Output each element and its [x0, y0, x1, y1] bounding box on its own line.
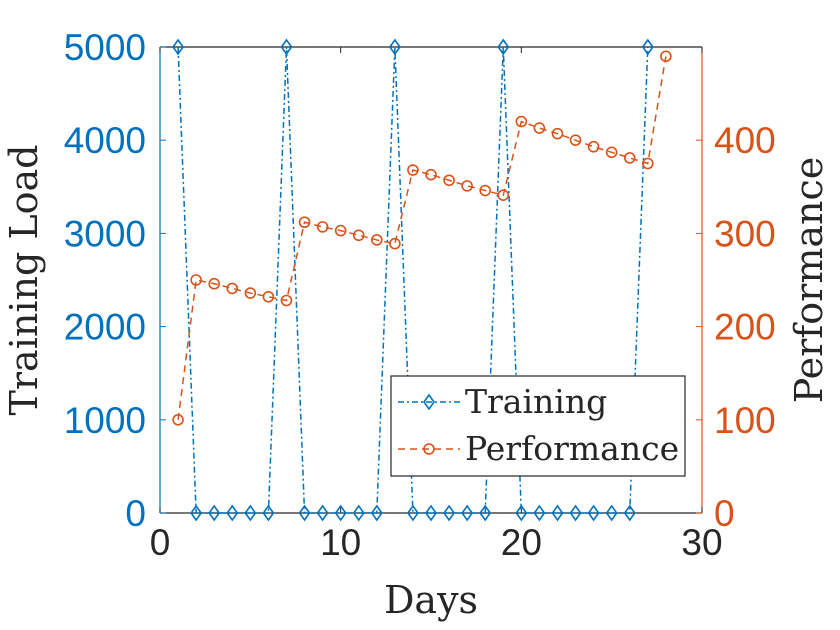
training-point	[587, 504, 600, 522]
x-tick-label: 30	[681, 522, 722, 563]
y-left-tick-label: 5000	[64, 27, 146, 68]
legend-box	[390, 375, 686, 477]
training-point	[515, 504, 528, 522]
performance-point	[389, 237, 401, 250]
training-point	[316, 504, 329, 522]
legend-performance-label: Performance	[465, 429, 679, 468]
tick-labels: 0 10 20 30010002000300040005000010020030040…	[64, 27, 776, 563]
y-left-tick-label: 4000	[64, 120, 146, 161]
training-point	[605, 504, 618, 522]
performance-point	[587, 140, 600, 153]
training-point	[370, 504, 383, 522]
training-point	[298, 504, 311, 522]
training-point	[551, 504, 564, 522]
y-left-tick-label: 3000	[64, 213, 146, 254]
performance-point	[172, 413, 184, 426]
performance-point	[298, 216, 311, 229]
y-right-tick-label: 400	[714, 120, 776, 161]
x-tick-label: 10	[320, 522, 361, 563]
training-point	[388, 38, 401, 56]
y-axis-left-label: Training Load	[2, 145, 46, 416]
training-point	[497, 38, 510, 56]
performance-point	[244, 287, 257, 299]
performance-point	[533, 122, 546, 134]
performance-point	[262, 290, 275, 303]
training-point	[641, 38, 654, 56]
training-point	[443, 504, 456, 522]
x-tick-label: 0	[150, 522, 171, 563]
x-axis-label: Days	[384, 578, 478, 622]
x-tick-label: 20	[501, 522, 542, 563]
performance-point	[660, 50, 672, 63]
training-point	[172, 38, 185, 56]
performance-point	[641, 157, 654, 170]
axis-ticks	[159, 46, 703, 514]
performance-point	[352, 229, 365, 242]
y-axis-right-label: Performance	[787, 157, 831, 404]
training-point	[208, 504, 221, 522]
performance-point	[208, 277, 220, 290]
legend-training-marker	[423, 393, 435, 411]
training-series-line	[177, 46, 649, 514]
performance-series-line	[177, 56, 667, 420]
performance-point	[425, 168, 437, 181]
performance-point	[605, 146, 618, 159]
performance-point	[443, 174, 455, 187]
training-point	[425, 504, 437, 522]
training-point	[262, 504, 275, 522]
y-right-tick-label: 100	[714, 400, 776, 441]
performance-point	[551, 127, 564, 140]
y-right-tick-label: 300	[714, 213, 776, 254]
performance-point	[316, 221, 329, 233]
legend-training-label: Training	[465, 382, 607, 421]
training-point	[461, 504, 474, 522]
training-point	[623, 504, 636, 522]
performance-point	[623, 152, 636, 164]
training-point	[190, 504, 203, 522]
training-point	[334, 504, 347, 522]
training-point	[406, 504, 419, 522]
training-point	[244, 504, 257, 522]
y-left-tick-label: 1000	[64, 400, 146, 441]
performance-point	[515, 115, 528, 128]
performance-point	[461, 180, 473, 192]
training-point	[352, 504, 365, 522]
training-point	[569, 504, 582, 522]
y-right-tick-label: 0	[714, 493, 735, 534]
performance-point	[497, 189, 510, 201]
performance-point	[226, 282, 239, 295]
performance-point	[407, 164, 419, 176]
series-layer	[172, 38, 672, 522]
training-point	[280, 38, 293, 56]
performance-point	[190, 274, 202, 286]
performance-point	[569, 134, 582, 146]
training-point	[533, 504, 546, 522]
performance-point	[334, 224, 347, 237]
y-right-tick-label: 200	[714, 307, 776, 348]
y-left-tick-label: 2000	[64, 307, 146, 348]
performance-point	[479, 184, 492, 197]
training-point	[226, 504, 239, 522]
performance-point	[280, 294, 293, 307]
training-point	[479, 504, 492, 522]
legend: Training Performance	[390, 375, 686, 477]
performance-point	[370, 234, 383, 246]
legend-performance-marker	[423, 443, 435, 455]
y-left-tick-label: 0	[125, 493, 146, 534]
